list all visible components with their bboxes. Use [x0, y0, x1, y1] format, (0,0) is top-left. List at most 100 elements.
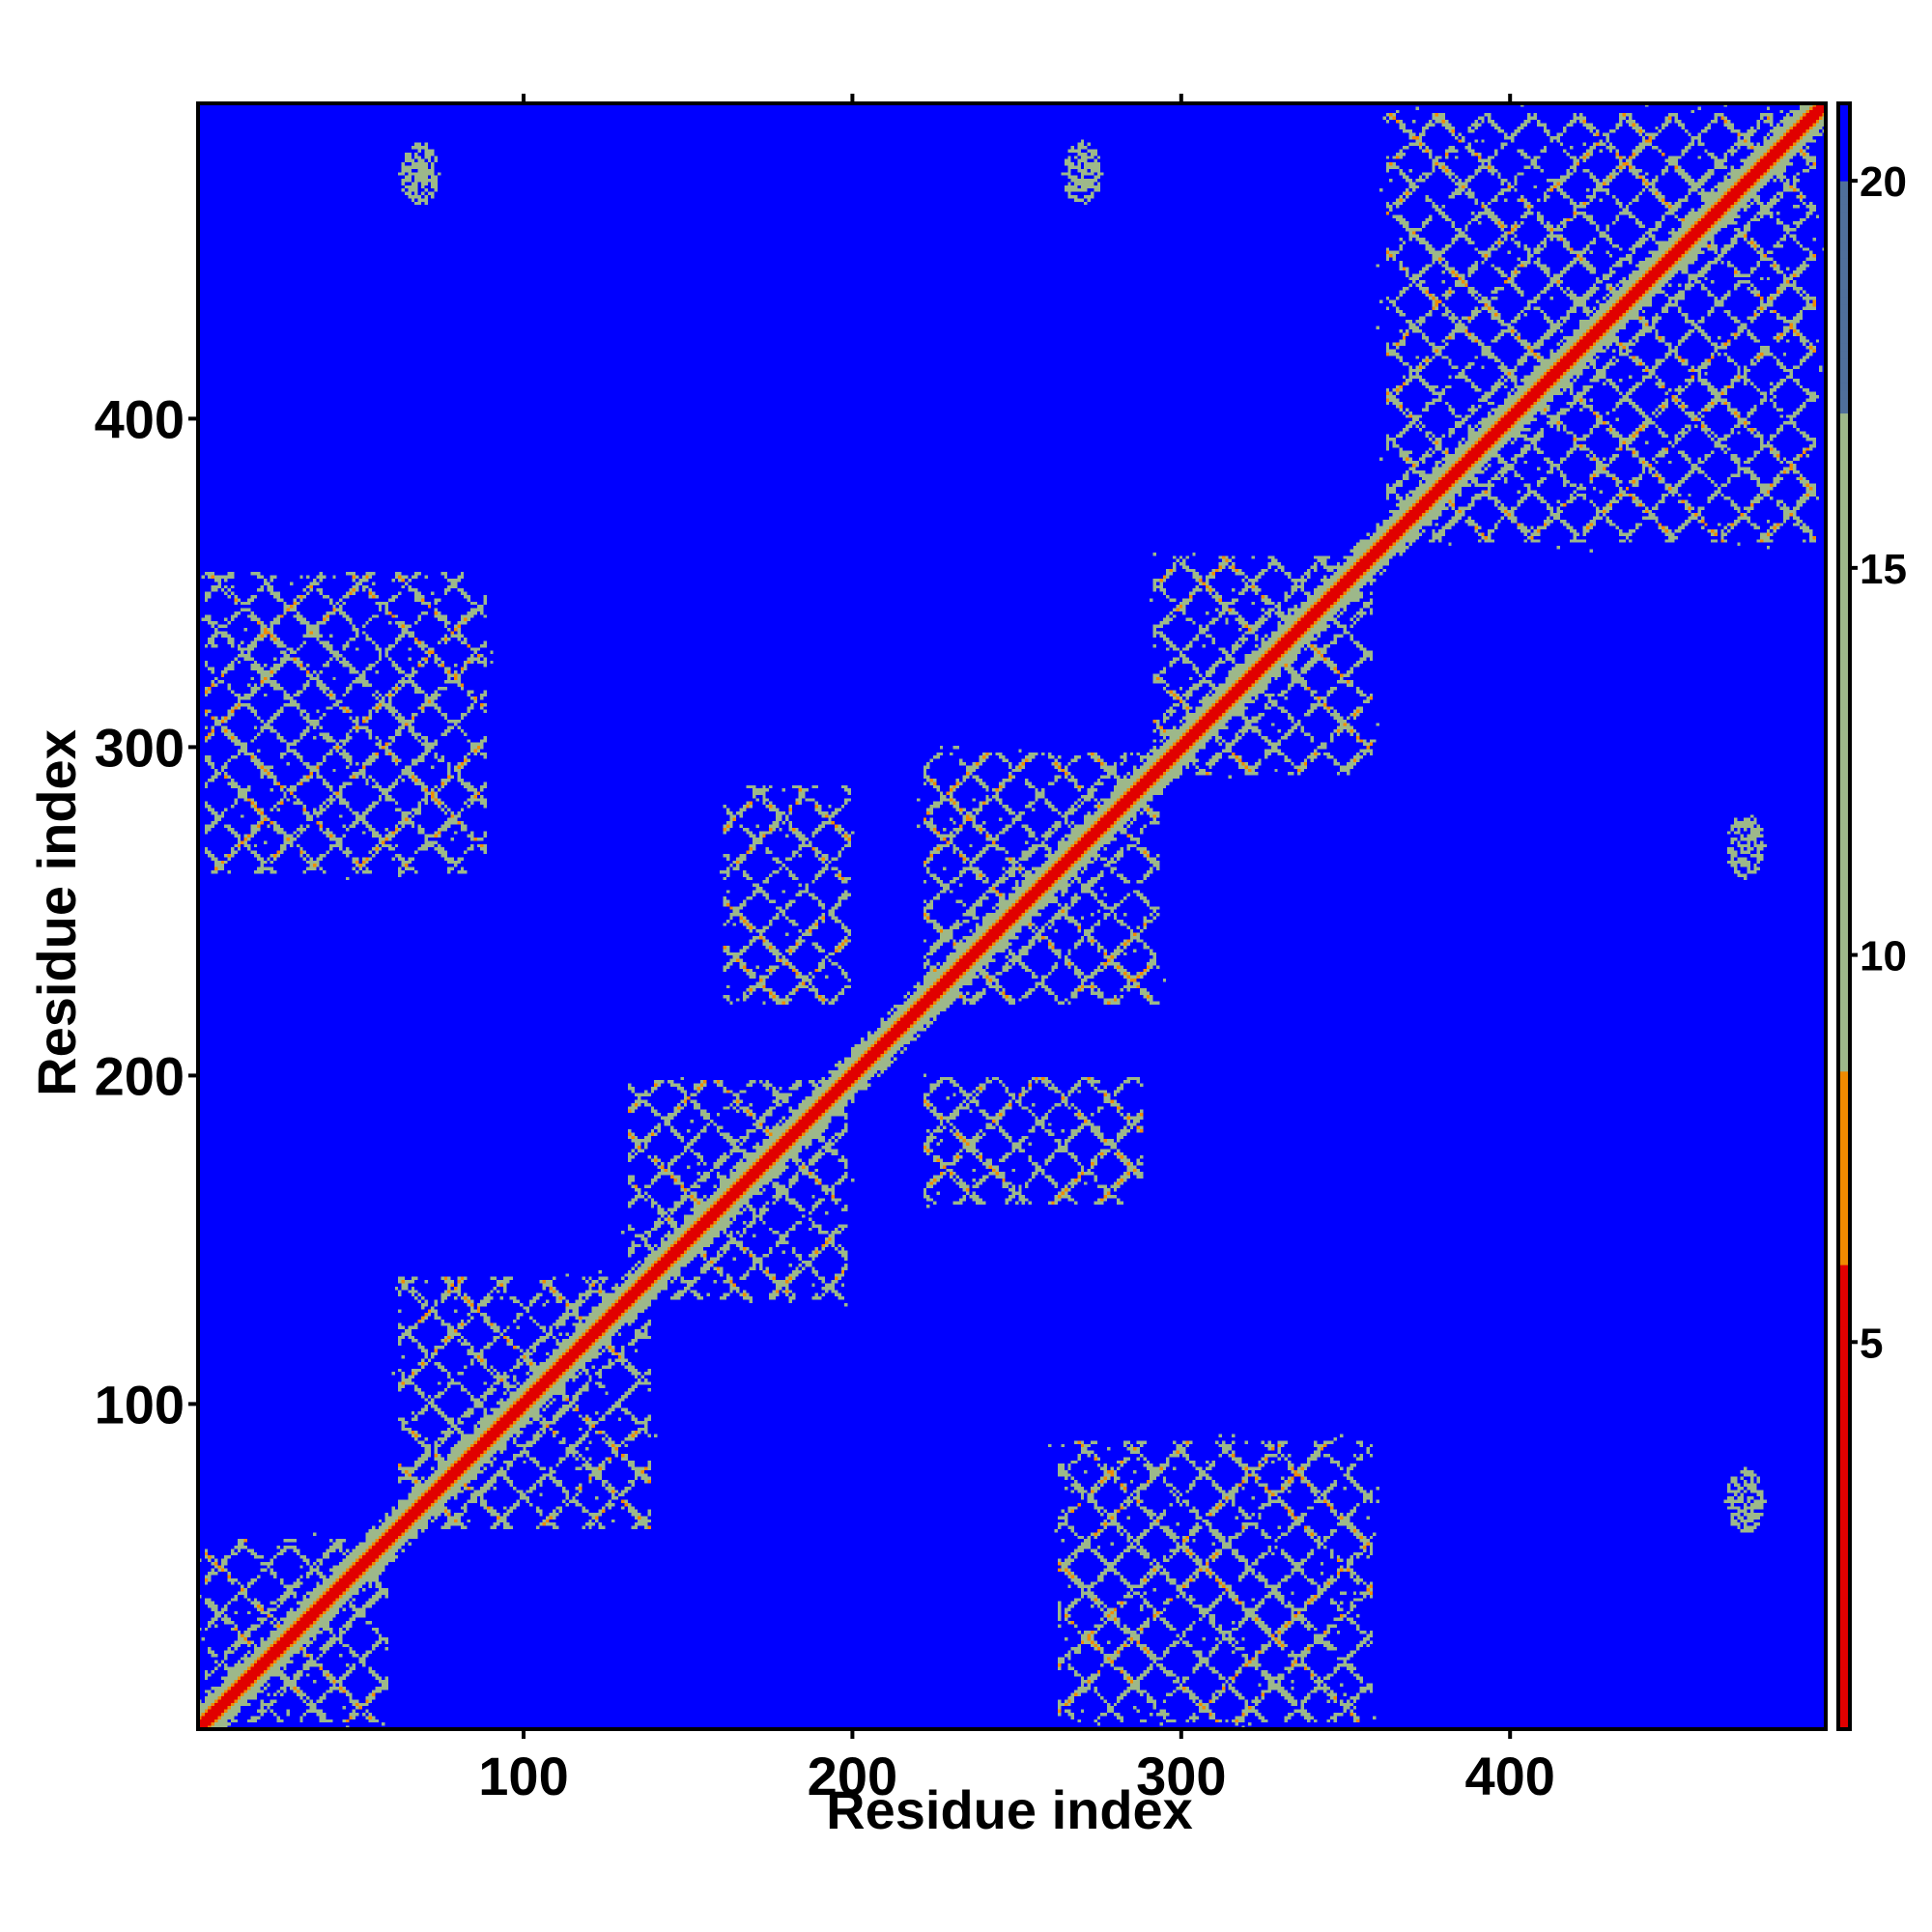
colorbar-segment [1838, 1101, 1850, 1111]
colorbar-segment [1838, 730, 1850, 739]
colorbar-segment [1838, 1094, 1850, 1103]
colorbar-segment [1838, 1055, 1850, 1065]
colorbar-segment [1838, 482, 1850, 492]
colorbar-segment [1838, 970, 1850, 980]
colorbar-segment [1838, 513, 1850, 523]
colorbar-segment [1838, 769, 1850, 778]
x-axis-ticks: 100 200 300 400 [478, 94, 1555, 1806]
colorbar-segment [1838, 877, 1850, 886]
colorbar-segment [1838, 1171, 1850, 1180]
colorbar-segment [1838, 451, 1850, 461]
colorbar-segment [1838, 474, 1850, 484]
colorbar-segment [1838, 723, 1850, 731]
colorbar-segment [1838, 1357, 1850, 1366]
colorbar-segment [1838, 1543, 1850, 1552]
colorbar-segment [1838, 1303, 1850, 1312]
heatmap-layer [198, 103, 1826, 1729]
colorbar-segment [1838, 800, 1850, 809]
colorbar-segment [1838, 443, 1850, 453]
colorbar-segment [1838, 1203, 1850, 1211]
colorbar-segment [1838, 219, 1850, 228]
colorbar-segment [1838, 266, 1850, 274]
colorbar-segment [1838, 157, 1850, 166]
colorbar-segment [1838, 1589, 1850, 1599]
colorbar-segment [1838, 1326, 1850, 1335]
y-axis-label: Residue index [26, 729, 87, 1096]
colorbar-segment [1838, 1124, 1850, 1134]
colorbar-segment [1838, 1574, 1850, 1583]
colorbar-segment [1838, 134, 1850, 143]
colorbar-segment [1838, 150, 1850, 158]
colorbar-segment [1838, 258, 1850, 267]
colorbar-segment [1838, 173, 1850, 182]
colorbar-segment [1838, 436, 1850, 445]
colorbar-segment [1838, 559, 1850, 569]
colorbar-segment [1838, 1063, 1850, 1072]
colorbar-segment [1838, 142, 1850, 151]
colorbar-segment [1838, 668, 1850, 677]
colorbar-segment [1838, 923, 1850, 933]
colorbar-segment [1838, 1566, 1850, 1576]
colorbar-segment [1838, 1195, 1850, 1204]
y-tick-label: 300 [95, 717, 185, 778]
colorbar-segment [1838, 1411, 1850, 1420]
colorbar-segment [1838, 366, 1850, 375]
colorbar-segment [1838, 536, 1850, 546]
colorbar-segment [1838, 1465, 1850, 1475]
colorbar-segment [1838, 1458, 1850, 1467]
colorbar-segment [1838, 111, 1850, 120]
colorbar-segment [1838, 1581, 1850, 1591]
colorbar-segment [1838, 428, 1850, 438]
colorbar-segment [1838, 653, 1850, 662]
colorbar-segment [1838, 412, 1850, 422]
colorbar-segment [1838, 1086, 1850, 1095]
colorbar-segment [1838, 1705, 1850, 1715]
colorbar-segment [1838, 1047, 1850, 1057]
colorbar-segment [1838, 885, 1850, 894]
colorbar-segment [1838, 103, 1850, 112]
colorbar-segment [1838, 823, 1850, 832]
colorbar-segment [1838, 1666, 1850, 1676]
colorbar-segment [1838, 985, 1850, 995]
colorbar-segment [1838, 606, 1850, 615]
heatmap-image [198, 103, 1826, 1729]
colorbar-segment [1838, 1155, 1850, 1165]
colorbar-segment [1838, 1148, 1850, 1157]
colorbar-segment [1838, 1319, 1850, 1327]
colorbar-segment [1838, 1496, 1850, 1506]
colorbar-segment [1838, 761, 1850, 770]
colorbar-segment [1838, 746, 1850, 754]
colorbar-segment [1838, 1612, 1850, 1622]
colorbar-segment [1838, 1039, 1850, 1049]
colorbar-segment [1838, 738, 1850, 747]
colorbar-segment [1838, 978, 1850, 987]
colorbar-segment [1838, 327, 1850, 336]
colorbar-segment [1838, 993, 1850, 1003]
colorbar-segment [1838, 1187, 1850, 1196]
colorbar-segment [1838, 661, 1850, 669]
colorbar-segment [1838, 235, 1850, 243]
colorbar-segment [1838, 467, 1850, 476]
colorbar-segment [1838, 1241, 1850, 1250]
colorbar-segment [1838, 1334, 1850, 1343]
colorbar-segment [1838, 273, 1850, 282]
colorbar-segment [1838, 575, 1850, 584]
colorbar-segment [1838, 1117, 1850, 1126]
colorbar-segment [1838, 684, 1850, 693]
colorbar-segment [1838, 1489, 1850, 1498]
colorbar-segment [1838, 1628, 1850, 1637]
colorbar-segment [1838, 1419, 1850, 1428]
colorbar-segment [1838, 250, 1850, 259]
colorbar-segment [1838, 1163, 1850, 1173]
colorbar-segment [1838, 947, 1850, 956]
colorbar-tick-label: 20 [1860, 158, 1907, 206]
colorbar-segment [1838, 645, 1850, 654]
colorbar-segment [1838, 1009, 1850, 1018]
colorbar-segment [1838, 1288, 1850, 1296]
colorbar-segment [1838, 1473, 1850, 1483]
colorbar-segment [1838, 181, 1850, 189]
colorbar-segment [1838, 1280, 1850, 1289]
colorbar-segment [1838, 954, 1850, 964]
colorbar-segment [1838, 165, 1850, 174]
